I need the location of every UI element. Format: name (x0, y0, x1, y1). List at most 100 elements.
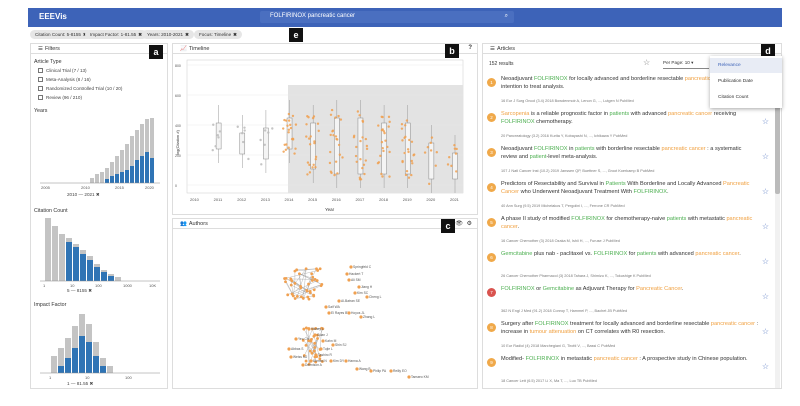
per-page-select[interactable]: Per Page: 10 ▾ (663, 60, 709, 69)
star-icon[interactable]: ☆ (761, 257, 769, 266)
article-meta: 18 Cancer Lett (6.5) 2017 Li X, Ma T, ..… (501, 379, 597, 383)
article-title[interactable]: FOLFIRINOX or Gemcitabine as Adjuvant Th… (501, 286, 684, 292)
article-title[interactable]: Gemcitabine plus nab - paclitaxel vs. FO… (501, 251, 741, 257)
impact-histogram[interactable]: 1 10 100 (35, 308, 165, 386)
author-node (307, 327, 311, 331)
star-icon[interactable]: ☆ (761, 187, 769, 196)
citation-point (387, 115, 391, 119)
star-icon[interactable]: ☆ (761, 152, 769, 161)
checkbox-clinical-trial[interactable]: Clinical Trial (7 / 13) (38, 68, 87, 73)
year-tick: 2013 (261, 197, 271, 202)
article-title[interactable]: Predictors of Resectability and Survival… (501, 181, 750, 195)
citation-point (404, 173, 408, 177)
author-edge (306, 327, 310, 365)
box (286, 117, 293, 150)
impact-range[interactable]: 1 — 81.55 ✖ (67, 381, 94, 386)
chip-years[interactable]: Years: 2010-2021 ✖ (142, 30, 194, 39)
article-item[interactable]: 2 Sarcopenia is a reliable prognostic fac… (483, 109, 775, 145)
chevron-down-icon: ▾ (691, 60, 694, 65)
author-node (314, 360, 318, 364)
citation-point (430, 136, 434, 139)
sort-option-publication-date[interactable]: Publication Date (718, 79, 753, 84)
article-title[interactable]: Surgery after FOLFIRINOX treatment for l… (501, 321, 759, 335)
article-title[interactable]: Sarcopenia is a reliable prognostic fact… (501, 111, 737, 125)
gear-icon[interactable]: ⚙ (466, 221, 472, 227)
citation-point (236, 125, 239, 128)
impact-tick: 100 (125, 375, 132, 380)
article-item[interactable]: 4 Predictors of Resectability and Surviva… (483, 179, 775, 215)
years-range[interactable]: 2010 — 2021 ✖ (67, 192, 100, 197)
sort-option-relevance[interactable]: Relevance (710, 58, 782, 73)
article-item[interactable]: 9 Modified- FOLFIRINOX in metastatic panc… (483, 354, 775, 388)
author-label: El Rayes BF (331, 311, 349, 315)
citation-point (382, 149, 385, 153)
author-node (291, 294, 295, 298)
citation-point (306, 115, 309, 118)
sort-dropdown[interactable]: Relevance Publication Date Citation Coun… (710, 56, 782, 108)
citation-point (243, 129, 246, 132)
star-filter-icon[interactable]: ☆ (643, 58, 651, 67)
author-node (295, 295, 299, 298)
citation-point (282, 127, 285, 130)
search-icon[interactable]: ⌕ (504, 13, 508, 19)
citation-point (365, 144, 369, 148)
year-tick: 2021 (450, 197, 460, 202)
author-node (301, 363, 305, 367)
citation-point (328, 161, 332, 165)
timeline-chart[interactable]: 2010 2011 2012 2013 2014 2015 2016 2017 2018 2019… (173, 55, 477, 215)
chip-citation-count[interactable]: Citation Count: 5-8155✖ (30, 30, 92, 39)
star-icon[interactable]: ☆ (761, 327, 769, 336)
citation-point (289, 123, 292, 127)
sort-option-citation-count[interactable]: Citation Count (718, 95, 749, 100)
citation-histogram[interactable]: 1 10 100 1000 10K (35, 214, 165, 294)
citation-point (428, 182, 431, 186)
help-icon[interactable]: ? (468, 45, 472, 51)
article-title[interactable]: Modified- FOLFIRINOX in metastatic pancr… (501, 356, 748, 362)
citation-point (355, 145, 358, 149)
citation-point (282, 150, 285, 153)
star-icon[interactable]: ☆ (761, 292, 769, 301)
article-title[interactable]: A phase II study of modified FOLFIRINOX … (501, 216, 753, 230)
citation-point (354, 154, 358, 158)
article-item[interactable]: 5 A phase II study of modified FOLFIRINOX… (483, 214, 775, 250)
checkbox-rct[interactable]: Randomized Controlled Trial (10 / 20) (38, 86, 122, 91)
impact-tick: 1 (49, 375, 52, 380)
chip-impact-factor[interactable]: Impact Factor: 1-81.55 ✖ (85, 30, 148, 39)
author-node (304, 326, 308, 330)
citation-point (312, 163, 315, 167)
article-item[interactable]: 6 Gemcitabine plus nab - paclitaxel vs. F… (483, 249, 775, 285)
article-item[interactable]: 8 Surgery after FOLFIRINOX treatment for … (483, 319, 775, 355)
article-item[interactable]: 3 Neoadjuvant FOLFIRINOX in patients with… (483, 144, 775, 180)
search-input[interactable]: FOLFIRINOX pancreatic cancer (270, 13, 356, 19)
citation-point (380, 172, 383, 176)
citation-point (243, 126, 246, 129)
checkbox-meta-analysis[interactable]: Meta-Analysis (8 / 16) (38, 77, 91, 82)
citation-point (407, 176, 411, 179)
citation-point (400, 127, 404, 130)
author-node (327, 311, 331, 315)
author-node (316, 269, 320, 272)
article-item[interactable]: 7 FOLFIRINOX or Gemcitabine as Adjuvant T… (483, 284, 775, 320)
citation-range[interactable]: 5 — 8155 ✖ (67, 288, 93, 293)
citation-point (380, 140, 384, 144)
citation-point (212, 123, 215, 126)
author-node (313, 341, 317, 345)
eye-icon[interactable]: 👁 (455, 221, 463, 227)
author-node (309, 339, 313, 343)
y-tick: 800 (175, 64, 181, 68)
author-node (302, 354, 306, 357)
author-node (309, 359, 313, 363)
star-icon[interactable]: ☆ (761, 222, 769, 231)
article-title[interactable]: Neoadjuvant FOLFIRINOX in patients with … (501, 146, 742, 160)
star-icon[interactable]: ☆ (761, 362, 769, 371)
checkbox-review[interactable]: Review (96 / 210) (38, 95, 82, 100)
star-icon[interactable]: ☆ (761, 117, 769, 126)
citation-point (308, 171, 312, 174)
marker-d: d (761, 44, 775, 58)
chip-focus[interactable]: Focus: Timeline ✖ (194, 30, 243, 39)
timeline-header: 📈 Timeline (173, 44, 477, 54)
scrollbar[interactable] (775, 74, 780, 388)
years-histogram[interactable]: 2005 2010 2015 2020 (35, 116, 165, 196)
search-bar[interactable]: FOLFIRINOX pancreatic cancer ⌕ (260, 11, 514, 23)
